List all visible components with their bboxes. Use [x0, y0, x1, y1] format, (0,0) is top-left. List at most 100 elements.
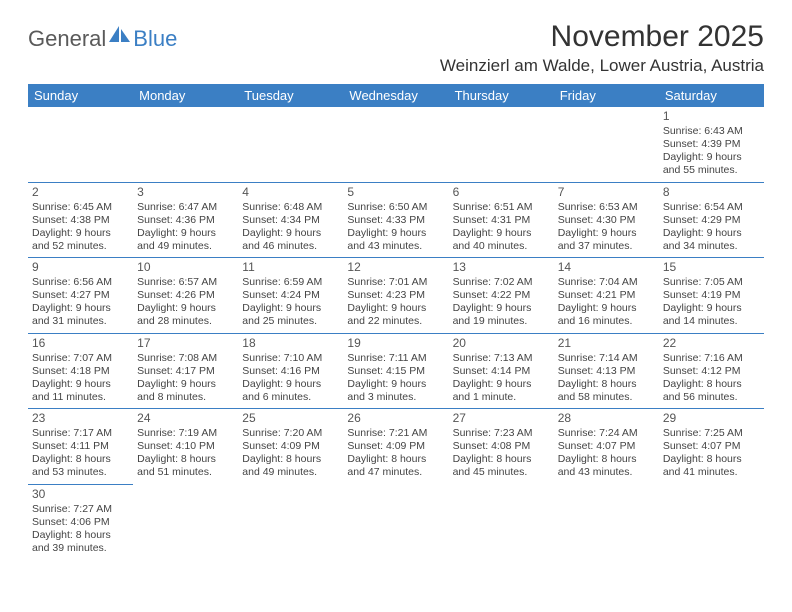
day-number: 10: [137, 260, 234, 275]
calendar-day-cell: 12Sunrise: 7:01 AMSunset: 4:23 PMDayligh…: [343, 258, 448, 334]
day-info-line: Sunrise: 6:56 AM: [32, 276, 129, 289]
day-number: 5: [347, 185, 444, 200]
day-info-line: and 41 minutes.: [663, 466, 760, 479]
calendar-day-cell: 24Sunrise: 7:19 AMSunset: 4:10 PMDayligh…: [133, 409, 238, 485]
calendar-week-row: 2Sunrise: 6:45 AMSunset: 4:38 PM Daylight…: [28, 182, 764, 258]
day-info-line: Sunrise: 7:24 AM: [558, 427, 655, 440]
calendar-day-cell: 11Sunrise: 6:59 AMSunset: 4:24 PMDayligh…: [238, 258, 343, 334]
day-info-line: Daylight: 9 hours: [32, 378, 129, 391]
day-header: Saturday: [659, 84, 764, 107]
day-number: 17: [137, 336, 234, 351]
day-number: 18: [242, 336, 339, 351]
day-info-line: Sunset: 4:08 PM: [453, 440, 550, 453]
calendar-table: SundayMondayTuesdayWednesdayThursdayFrid…: [28, 84, 764, 559]
day-info-line: Sunrise: 6:45 AM: [32, 201, 129, 214]
day-info-line: Daylight: 9 hours: [32, 302, 129, 315]
day-info-line: Daylight: 8 hours: [453, 453, 550, 466]
calendar-week-row: 30Sunrise: 7:27 AMSunset: 4:06 PMDayligh…: [28, 484, 764, 559]
calendar-day-cell: 2Sunrise: 6:45 AMSunset: 4:38 PMDaylight…: [28, 182, 133, 258]
day-info-line: and 22 minutes.: [347, 315, 444, 328]
day-number: 21: [558, 336, 655, 351]
day-info-line: and 16 minutes.: [558, 315, 655, 328]
day-info-line: Sunset: 4:09 PM: [242, 440, 339, 453]
day-info-line: and 47 minutes.: [347, 466, 444, 479]
day-info-line: Daylight: 9 hours: [347, 227, 444, 240]
day-info-line: and 25 minutes.: [242, 315, 339, 328]
day-info-line: Sunrise: 7:21 AM: [347, 427, 444, 440]
day-info-line: Sunrise: 6:48 AM: [242, 201, 339, 214]
day-info-line: Daylight: 9 hours: [347, 378, 444, 391]
calendar-day-cell: 30Sunrise: 7:27 AMSunset: 4:06 PMDayligh…: [28, 484, 133, 559]
day-number: 19: [347, 336, 444, 351]
day-number: 2: [32, 185, 129, 200]
day-info-line: Sunset: 4:13 PM: [558, 365, 655, 378]
calendar-empty-cell: [133, 484, 238, 559]
calendar-day-cell: 25Sunrise: 7:20 AMSunset: 4:09 PMDayligh…: [238, 409, 343, 485]
calendar-day-cell: 4Sunrise: 6:48 AMSunset: 4:34 PMDaylight…: [238, 182, 343, 258]
calendar-week-row: 16Sunrise: 7:07 AMSunset: 4:18 PMDayligh…: [28, 333, 764, 409]
day-info-line: Sunset: 4:38 PM: [32, 214, 129, 227]
calendar-day-cell: 26Sunrise: 7:21 AMSunset: 4:09 PMDayligh…: [343, 409, 448, 485]
day-info-line: Sunrise: 7:16 AM: [663, 352, 760, 365]
day-number: 22: [663, 336, 760, 351]
day-info-line: and 58 minutes.: [558, 391, 655, 404]
day-info-line: Daylight: 9 hours: [137, 378, 234, 391]
calendar-day-cell: 20Sunrise: 7:13 AMSunset: 4:14 PMDayligh…: [449, 333, 554, 409]
day-info-line: Daylight: 8 hours: [137, 453, 234, 466]
day-info-line: Sunset: 4:12 PM: [663, 365, 760, 378]
day-info-line: Sunset: 4:24 PM: [242, 289, 339, 302]
day-header: Thursday: [449, 84, 554, 107]
calendar-week-row: 23Sunrise: 7:17 AMSunset: 4:11 PMDayligh…: [28, 409, 764, 485]
day-info-line: Daylight: 9 hours: [242, 302, 339, 315]
day-info-line: Sunset: 4:09 PM: [347, 440, 444, 453]
day-info-line: Daylight: 9 hours: [242, 227, 339, 240]
day-number: 8: [663, 185, 760, 200]
day-number: 9: [32, 260, 129, 275]
day-info-line: Daylight: 9 hours: [453, 302, 550, 315]
day-info-line: and 28 minutes.: [137, 315, 234, 328]
day-info-line: Daylight: 9 hours: [663, 227, 760, 240]
day-info-line: Sunrise: 6:53 AM: [558, 201, 655, 214]
logo-sail-icon: [108, 25, 132, 48]
calendar-empty-cell: [238, 107, 343, 182]
calendar-day-cell: 14Sunrise: 7:04 AMSunset: 4:21 PMDayligh…: [554, 258, 659, 334]
day-number: 30: [32, 487, 129, 502]
day-info-line: Daylight: 8 hours: [558, 378, 655, 391]
day-info-line: and 56 minutes.: [663, 391, 760, 404]
day-number: 11: [242, 260, 339, 275]
day-info-line: Sunset: 4:16 PM: [242, 365, 339, 378]
day-info-line: Sunset: 4:22 PM: [453, 289, 550, 302]
calendar-day-cell: 7Sunrise: 6:53 AMSunset: 4:30 PMDaylight…: [554, 182, 659, 258]
day-number: 13: [453, 260, 550, 275]
day-info-line: Daylight: 8 hours: [32, 453, 129, 466]
day-info-line: and 49 minutes.: [242, 466, 339, 479]
day-info-line: Sunrise: 7:23 AM: [453, 427, 550, 440]
calendar-empty-cell: [343, 107, 448, 182]
day-info-line: Sunset: 4:07 PM: [663, 440, 760, 453]
calendar-empty-cell: [554, 107, 659, 182]
day-number: 20: [453, 336, 550, 351]
calendar-day-cell: 1Sunrise: 6:43 AMSunset: 4:39 PMDaylight…: [659, 107, 764, 182]
day-info-line: and 37 minutes.: [558, 240, 655, 253]
calendar-empty-cell: [28, 107, 133, 182]
location: Weinzierl am Walde, Lower Austria, Austr…: [440, 56, 764, 76]
day-header: Sunday: [28, 84, 133, 107]
day-number: 26: [347, 411, 444, 426]
day-info-line: Sunrise: 7:02 AM: [453, 276, 550, 289]
day-info-line: Sunrise: 7:05 AM: [663, 276, 760, 289]
day-number: 4: [242, 185, 339, 200]
calendar-day-cell: 27Sunrise: 7:23 AMSunset: 4:08 PMDayligh…: [449, 409, 554, 485]
day-info-line: Sunrise: 7:27 AM: [32, 503, 129, 516]
day-info-line: Sunset: 4:17 PM: [137, 365, 234, 378]
day-info-line: and 39 minutes.: [32, 542, 129, 555]
calendar-day-cell: 10Sunrise: 6:57 AMSunset: 4:26 PMDayligh…: [133, 258, 238, 334]
day-number: 14: [558, 260, 655, 275]
day-number: 29: [663, 411, 760, 426]
day-info-line: Daylight: 9 hours: [663, 151, 760, 164]
calendar-day-cell: 19Sunrise: 7:11 AMSunset: 4:15 PMDayligh…: [343, 333, 448, 409]
calendar-day-cell: 18Sunrise: 7:10 AMSunset: 4:16 PMDayligh…: [238, 333, 343, 409]
day-info-line: Sunset: 4:30 PM: [558, 214, 655, 227]
day-info-line: Sunrise: 7:04 AM: [558, 276, 655, 289]
day-info-line: Daylight: 9 hours: [453, 227, 550, 240]
day-info-line: Sunset: 4:21 PM: [558, 289, 655, 302]
